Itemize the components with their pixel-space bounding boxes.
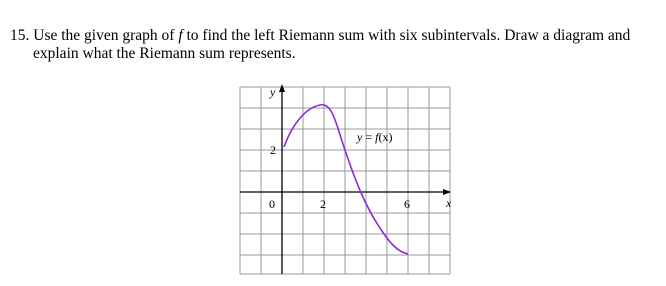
curve-label-part: y	[356, 130, 363, 144]
x-tick-label: 2	[320, 197, 326, 211]
problem-line-1: 15. Use the given graph of f to find the…	[10, 27, 630, 45]
x-tick-label: 6	[404, 197, 410, 211]
x-axis-label: x	[445, 196, 452, 210]
y-axis-label: y	[269, 85, 276, 99]
curve-label-part: =	[362, 130, 375, 144]
grid	[239, 86, 451, 275]
y-arrow	[279, 84, 285, 92]
x-arrow	[443, 189, 451, 195]
problem-text: Use the given graph of	[33, 27, 179, 44]
function-name: f	[178, 27, 183, 44]
curve-label-part: (x)	[378, 130, 392, 144]
problem-number: 15.	[10, 27, 30, 44]
problem-line-2: explain what the Riemann sum represents.	[33, 45, 296, 62]
curve-label-part: f	[375, 130, 380, 144]
y-tick-label: 2	[270, 143, 276, 157]
curve-label: y = f(x)	[356, 130, 392, 144]
origin-label: 0	[269, 197, 275, 211]
curve	[283, 104, 409, 255]
problem-text: to find the left Riemann sum with six su…	[182, 27, 631, 44]
